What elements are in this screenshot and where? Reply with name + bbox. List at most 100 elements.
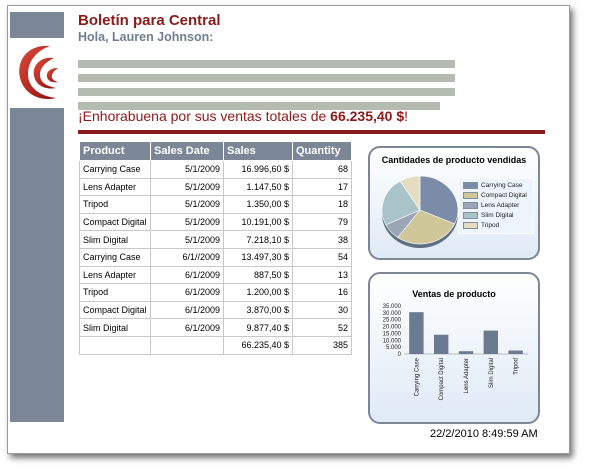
bar xyxy=(458,351,474,354)
pie-legend: Carrying Case Compact Digital Lens Adapter… xyxy=(458,178,534,234)
pie-chart-panel: Cantidades de producto vendidas Carrying… xyxy=(368,146,540,260)
legend-item: Lens Adapter xyxy=(463,202,519,209)
legend-item: Tripod xyxy=(463,222,499,229)
cell-product: Slim Digital xyxy=(79,318,151,337)
bar-chart-panel: Ventas de producto 35.000 30.000 25.000 20.… xyxy=(368,272,540,424)
legend-label: Compact Digital xyxy=(481,192,527,200)
y-tick-label: 5.000 xyxy=(386,345,402,351)
cell-sales: 13.497,30 $ xyxy=(223,247,293,267)
bar xyxy=(508,350,523,354)
cell-quantity: 68 xyxy=(292,160,352,179)
column-header-quantity: Quantity xyxy=(292,141,352,161)
table-row: Tripod 5/1/2009 1.350,00 $18 xyxy=(79,195,352,214)
legend-label: Slim Digital xyxy=(481,212,514,220)
cell-quantity: 30 xyxy=(292,300,352,320)
cell-sales-date: 6/1/2009 xyxy=(150,318,224,337)
total-quantity: 385 xyxy=(292,335,352,355)
congrats-text: ¡Enhorabuena por sus ventas totales de xyxy=(78,108,331,124)
table-row: Lens Adapter 6/1/2009 887,50 $13 xyxy=(79,265,352,285)
table-row: Compact Digital 5/1/2009 10.191,00 $79 xyxy=(79,212,352,232)
cell-sales-date: 5/1/2009 xyxy=(150,212,224,232)
x-category-label: Lens Adapter xyxy=(464,358,470,393)
sales-table: Product Sales Date Sales Quantity Carryi… xyxy=(79,141,352,355)
cell-product: Slim Digital xyxy=(79,230,151,249)
placeholder-line xyxy=(78,74,455,82)
cell-sales-date: 6/1/2009 xyxy=(150,300,224,320)
cell-product: Compact Digital xyxy=(79,212,151,232)
column-header-sales: Sales xyxy=(223,141,293,161)
cell-quantity: 38 xyxy=(292,230,352,249)
cell-quantity: 17 xyxy=(292,177,352,197)
y-tick-label: 10.000 xyxy=(383,338,402,344)
cell-quantity: 18 xyxy=(292,195,352,214)
cell-product: Carrying Case xyxy=(79,160,151,179)
placeholder-line xyxy=(78,102,440,110)
legend-item: Compact Digital xyxy=(463,192,527,199)
pie-slice xyxy=(397,209,456,245)
x-category-label: Carrying Case xyxy=(414,357,420,396)
placeholder-line xyxy=(78,60,455,68)
congrats-amount: 66.235,40 $ xyxy=(330,108,405,124)
table-row: Lens Adapter 5/1/2009 1.147,50 $17 xyxy=(79,177,352,197)
total-product xyxy=(79,335,151,355)
legend-label: Carrying Case xyxy=(481,182,523,190)
cell-sales: 16.996,60 $ xyxy=(223,160,293,179)
column-header-product: Product xyxy=(79,141,151,161)
cell-sales: 1.147,50 $ xyxy=(223,177,293,197)
report-timestamp: 22/2/2010 8:49:59 AM xyxy=(430,428,538,440)
cell-product: Lens Adapter xyxy=(79,177,151,197)
table-row: Carrying Case 6/1//2009 13.497,30 $54 xyxy=(79,247,352,267)
report-title: Boletín para Central xyxy=(78,12,221,29)
cell-sales: 10.191,00 $ xyxy=(223,212,293,232)
pie-slice xyxy=(399,175,421,211)
bar-chart-title: Ventas de producto xyxy=(412,289,496,299)
cell-sales-date: 6/1/2009 xyxy=(150,283,224,302)
legend-swatch xyxy=(463,212,478,219)
cell-sales: 1.350,00 $ xyxy=(223,195,293,214)
table-body: Carrying Case 5/1/2009 16.996,60 $68 Lens A… xyxy=(79,160,352,355)
cell-product: Tripod xyxy=(79,283,151,302)
legend-swatch xyxy=(463,222,478,229)
cell-quantity: 13 xyxy=(292,265,352,285)
cell-sales: 887,50 $ xyxy=(223,265,293,285)
cell-quantity: 79 xyxy=(292,212,352,232)
cell-quantity: 16 xyxy=(292,283,352,302)
cell-sales-date: 6/1/2009 xyxy=(150,265,224,285)
cell-product: Lens Adapter xyxy=(79,265,151,285)
x-category-label: Compact Digital xyxy=(439,358,445,400)
cell-sales-date: 5/1/2009 xyxy=(150,177,224,197)
bar xyxy=(483,330,498,354)
cell-product: Compact Digital xyxy=(79,300,151,320)
table-row: Slim Digital 6/1/2009 9.877,40 $52 xyxy=(79,318,352,337)
legend-item: Carrying Case xyxy=(463,182,523,189)
pie-slice xyxy=(419,175,459,225)
legend-label: Lens Adapter xyxy=(481,202,520,210)
legend-label: Tripod xyxy=(481,222,500,230)
logo-icon xyxy=(19,45,58,100)
total-sales-date xyxy=(150,335,224,355)
cell-quantity: 54 xyxy=(292,247,352,267)
legend-swatch xyxy=(463,192,478,199)
congrats-suffix: ! xyxy=(404,108,409,124)
cell-product: Tripod xyxy=(79,195,151,214)
y-tick-label: 30.000 xyxy=(383,311,402,317)
cell-sales-date: 5/1/2009 xyxy=(150,230,224,249)
cell-sales: 7.218,10 $ xyxy=(223,230,293,249)
pie-chart xyxy=(381,175,459,248)
bar xyxy=(434,334,449,354)
placeholder-line xyxy=(78,88,455,96)
pie-slice xyxy=(381,180,421,226)
x-category-label: Tripod xyxy=(514,358,520,375)
legend-item: Slim Digital xyxy=(463,212,514,219)
y-tick-label: 15.000 xyxy=(383,331,402,337)
cell-sales: 9.877,40 $ xyxy=(223,318,293,337)
bar xyxy=(409,312,424,354)
legend-swatch xyxy=(463,202,478,209)
column-header-sales-date: Sales Date xyxy=(150,141,224,161)
table-row: Carrying Case 5/1/2009 16.996,60 $68 xyxy=(79,160,352,179)
cell-sales-date: 6/1//2009 xyxy=(150,247,224,267)
congrats-message: ¡Enhorabuena por sus ventas totales de 6… xyxy=(78,108,408,124)
total-sales: 66.235,40 $ xyxy=(223,335,293,355)
cell-quantity: 52 xyxy=(292,318,352,337)
legend-swatch xyxy=(463,182,478,189)
